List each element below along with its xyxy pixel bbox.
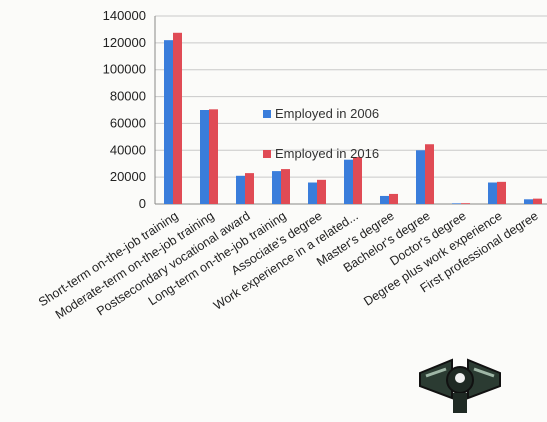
grid-lines [155, 15, 547, 205]
bar-employed-2006 [524, 199, 533, 204]
y-tick-label: 100000 [103, 62, 146, 77]
legend-label: Employed in 2016 [275, 146, 379, 161]
bar-employed-2006 [452, 203, 461, 204]
bar-employed-2006 [308, 182, 317, 204]
y-tick-label: 120000 [103, 35, 146, 50]
bar-employed-2006 [488, 182, 497, 204]
legend-swatch [263, 110, 271, 118]
legend-swatch [263, 150, 271, 158]
bar-employed-2006 [272, 171, 281, 204]
bar-employed-2016 [317, 179, 326, 204]
bar-employed-2016 [281, 169, 290, 204]
bars [164, 32, 542, 205]
bar-employed-2006 [344, 159, 353, 204]
bar-employed-2016 [425, 144, 434, 204]
bar-employed-2016 [389, 193, 398, 204]
y-tick-label: 60000 [110, 115, 146, 130]
bar-employed-2006 [416, 150, 425, 204]
legend: Employed in 2006 Employed in 2016 [263, 106, 379, 161]
bar-employed-2016 [245, 173, 254, 204]
bar-employed-2006 [200, 110, 209, 204]
legend-label: Employed in 2006 [275, 106, 379, 121]
bar-employed-2016 [173, 32, 182, 205]
bar-employed-2016 [353, 157, 362, 204]
bar-employed-2016 [497, 181, 506, 204]
bar-employed-2006 [380, 195, 389, 204]
bowtie-icon [419, 358, 501, 413]
y-tick-label: 140000 [103, 8, 146, 23]
y-axis-ticks: 0 20000 40000 60000 80000 100000 120000 140000 [103, 8, 146, 211]
bar-employed-2006 [236, 175, 245, 204]
y-tick-label: 20000 [110, 169, 146, 184]
y-tick-label: 80000 [110, 89, 146, 104]
bar-employed-2006 [164, 40, 173, 204]
bar-employed-2016 [209, 109, 218, 204]
y-tick-label: 40000 [110, 142, 146, 157]
bar-employed-2016 [461, 203, 470, 204]
y-tick-label: 0 [139, 196, 146, 211]
bar-employed-2016 [533, 198, 542, 204]
